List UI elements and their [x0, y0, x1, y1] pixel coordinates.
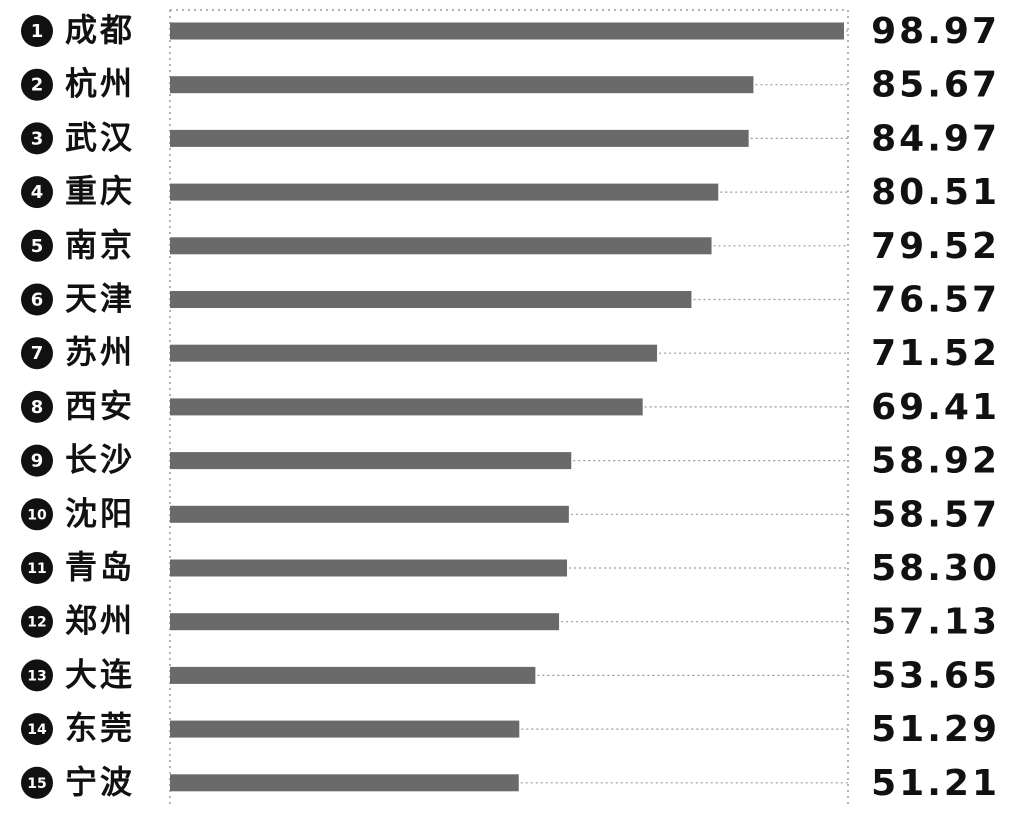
category-label: 青岛: [65, 548, 135, 586]
rank-number: 6: [31, 290, 44, 311]
chart-row: 8 西安 69.41: [21, 387, 1000, 428]
value-label: 76.57: [871, 280, 1000, 321]
bar: [170, 505, 569, 523]
rank-badge: [21, 337, 53, 370]
chart-row: 6 天津 76.57: [21, 280, 1000, 321]
value-label: 51.21: [871, 763, 1000, 804]
bar: [170, 613, 560, 631]
value-label: 69.41: [871, 387, 1000, 428]
chart-rows: 1 成都 98.97 2 杭州 85.67 3 武汉 84.97 4 重庆 80.51 5 南京 79.52…: [21, 11, 1000, 804]
value-label: 79.52: [871, 226, 1000, 267]
rank-badge: [21, 713, 53, 746]
chart-row: 15 宁波 51.21: [21, 763, 1000, 804]
category-label: 宁波: [65, 763, 135, 801]
bar: [170, 22, 844, 40]
category-label: 郑州: [65, 602, 135, 640]
value-label: 51.29: [871, 709, 1000, 750]
bar: [170, 559, 568, 577]
value-label: 53.65: [871, 655, 1000, 696]
rank-number: 14: [27, 722, 47, 738]
bar: [170, 774, 519, 792]
bar: [170, 76, 754, 94]
rank-badge: [21, 390, 53, 423]
chart-row: 2 杭州 85.67: [21, 65, 1000, 106]
rank-number: 5: [31, 236, 44, 257]
bar: [170, 183, 719, 201]
rank-number: 15: [27, 776, 46, 792]
rank-badge: [21, 176, 53, 209]
chart-row: 12 郑州 57.13: [21, 602, 1000, 643]
category-label: 重庆: [65, 172, 135, 210]
rank-number: 7: [31, 343, 44, 364]
rank-badge: [21, 229, 53, 262]
bar: [170, 344, 658, 362]
chart-row: 11 青岛 58.30: [21, 548, 1000, 589]
rank-number: 13: [27, 668, 46, 684]
chart-row: 14 东莞 51.29: [21, 709, 1000, 750]
value-label: 80.51: [871, 172, 1000, 213]
rank-badge: [21, 766, 53, 799]
rank-badge: [21, 15, 53, 47]
chart-row: 5 南京 79.52: [21, 226, 1000, 267]
category-label: 大连: [65, 655, 135, 693]
chart-row: 13 大连 53.65: [21, 655, 1000, 696]
value-label: 57.13: [871, 602, 1000, 643]
value-label: 58.57: [871, 494, 1000, 535]
category-label: 杭州: [65, 65, 135, 103]
chart-row: 9 长沙 58.92: [21, 441, 1000, 482]
category-label: 武汉: [65, 118, 135, 156]
chart-row: 7 苏州 71.52: [21, 333, 1000, 374]
category-label: 成都: [65, 11, 135, 49]
bar: [170, 452, 572, 470]
value-label: 85.67: [871, 65, 1000, 106]
bar: [170, 291, 692, 308]
rank-number: 2: [31, 75, 44, 96]
rank-badge: [21, 552, 53, 584]
chart-row: 1 成都 98.97: [21, 11, 1000, 52]
rank-badge: [21, 122, 53, 155]
value-label: 58.30: [871, 548, 1000, 589]
value-label: 98.97: [871, 11, 1000, 52]
rank-badge: [21, 659, 53, 692]
rank-badge: [21, 605, 53, 638]
value-label: 84.97: [871, 118, 1000, 159]
chart-row: 10 沈阳 58.57: [21, 494, 1000, 535]
category-label: 东莞: [65, 709, 135, 747]
chart-row: 4 重庆 80.51: [21, 172, 1000, 213]
category-label: 沈阳: [65, 494, 135, 532]
category-label: 苏州: [65, 333, 135, 371]
bar: [170, 129, 749, 147]
bar: [170, 237, 712, 255]
rank-badge: [21, 498, 53, 531]
category-label: 天津: [65, 280, 135, 318]
bar: [170, 666, 536, 684]
rank-number: 4: [31, 182, 44, 203]
rank-number: 3: [31, 128, 44, 149]
bar: [170, 720, 520, 738]
value-label: 71.52: [871, 333, 1000, 374]
rank-badge: [21, 444, 53, 477]
category-label: 南京: [65, 226, 135, 264]
category-label: 西安: [65, 387, 135, 425]
rank-number: 8: [31, 397, 44, 418]
rank-number: 9: [31, 451, 44, 472]
rank-badge: [21, 68, 53, 101]
bar: [170, 398, 643, 416]
rank-number: 11: [27, 561, 46, 577]
rank-number: 12: [27, 615, 46, 631]
chart-row: 3 武汉 84.97: [21, 118, 1000, 159]
value-label: 58.92: [871, 441, 1000, 482]
rank-number: 1: [31, 21, 44, 42]
rank-badge: [21, 283, 53, 316]
category-label: 长沙: [65, 441, 135, 479]
rank-number: 10: [27, 507, 47, 523]
